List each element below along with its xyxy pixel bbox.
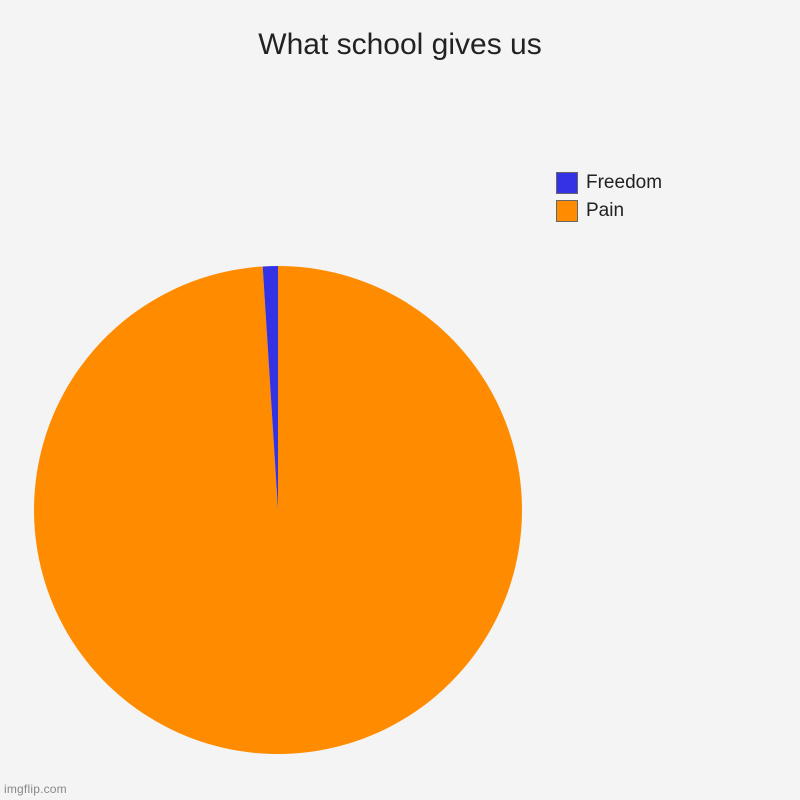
legend-label: Pain [586,200,624,222]
legend: Freedom Pain [556,172,662,228]
watermark: imgflip.com [4,782,67,796]
pie-chart [32,264,524,756]
legend-swatch-icon [556,200,578,222]
chart-title: What school gives us [0,28,800,62]
legend-item-pain: Pain [556,200,662,222]
legend-item-freedom: Freedom [556,172,662,194]
legend-swatch-icon [556,172,578,194]
legend-label: Freedom [586,172,662,194]
chart-canvas: What school gives us Freedom Pain imgflip… [0,0,800,800]
